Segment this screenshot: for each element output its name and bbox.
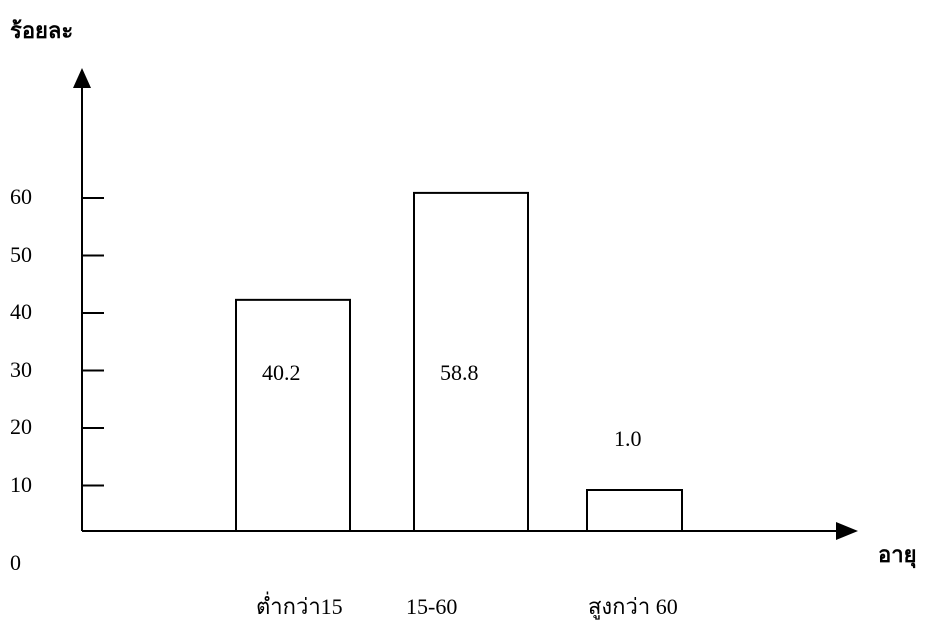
bar [235,298,351,532]
y-tick-label: 30 [10,356,32,382]
x-axis-arrow-icon [836,522,858,540]
bar [586,489,683,532]
origin-label: 0 [10,550,21,575]
bar-value-label: 1.0 [614,426,642,451]
y-axis-title: ร้อยละ [10,18,74,43]
bar-value-label: 40.2 [262,360,301,385]
y-tick-label: 60 [10,184,32,209]
y-tick-label: 10 [10,471,32,497]
y-tick-label: 20 [10,414,32,439]
y-axis-arrow-icon [73,68,91,88]
bar-value-label: 58.8 [440,360,479,385]
y-tick-label: 40 [10,299,32,324]
x-axis-title: อายุ [878,542,917,567]
bar [413,191,529,532]
y-tick-label: 50 [10,241,32,267]
x-category-label: สูงกว่า 60 [588,594,678,619]
x-category-label: ต่ำกว่า15 [256,594,343,619]
x-category-label: 15-60 [406,594,458,619]
